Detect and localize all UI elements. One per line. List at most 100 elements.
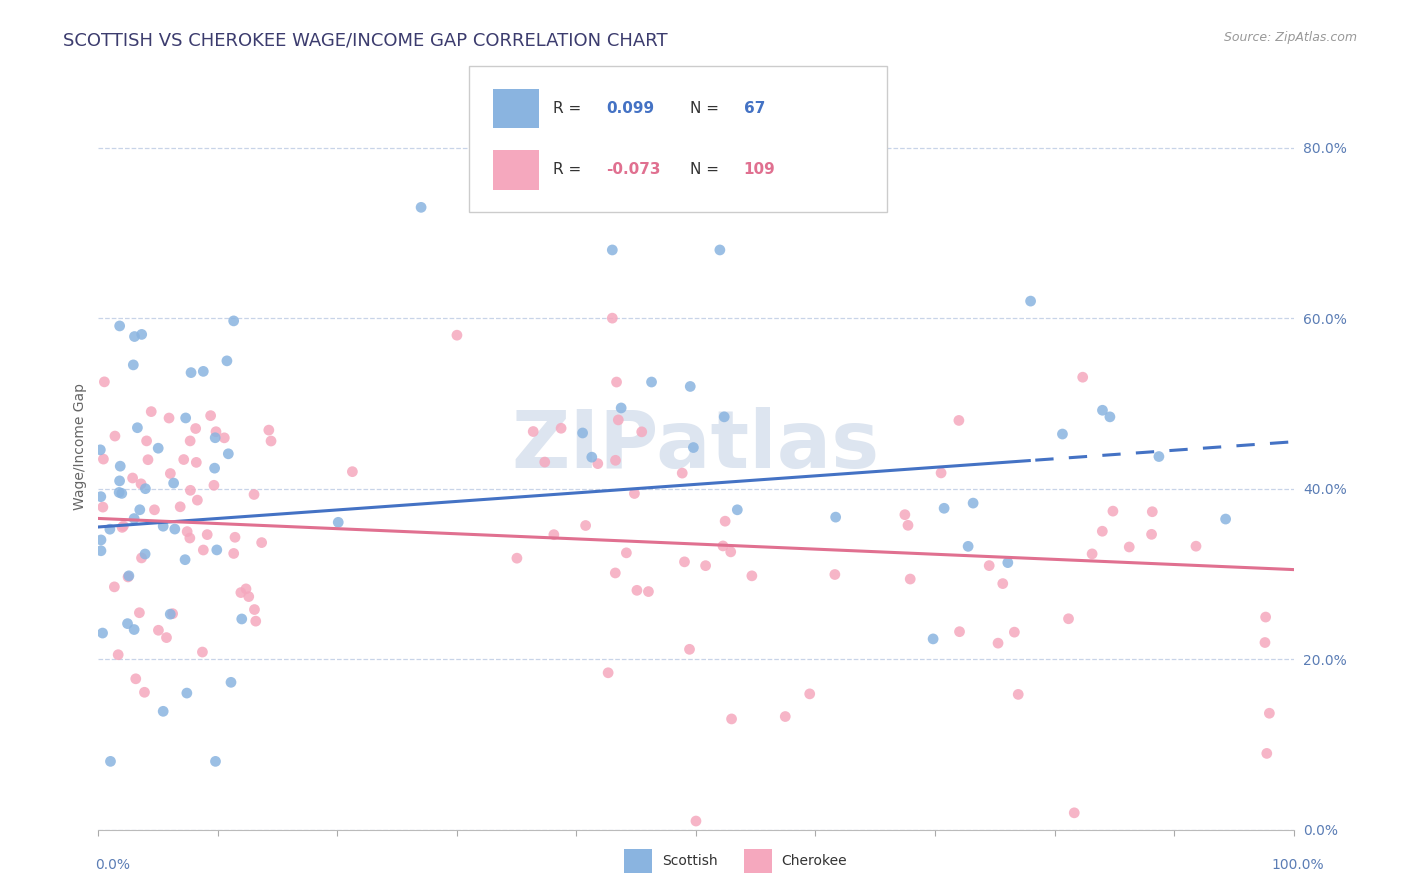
- Point: [543, 527, 565, 541]
- Point: [575, 518, 598, 533]
- Point: [112, 519, 135, 533]
- Point: [118, 569, 141, 583]
- Point: [929, 466, 952, 480]
- Point: [894, 508, 917, 522]
- Point: [93, 375, 115, 389]
- Point: [824, 567, 846, 582]
- Point: [1098, 409, 1121, 424]
- Text: 0.099: 0.099: [606, 101, 654, 116]
- Point: [616, 546, 638, 560]
- Point: [1071, 370, 1094, 384]
- Point: [922, 632, 945, 646]
- Point: [1002, 625, 1025, 640]
- Point: [134, 547, 156, 561]
- Point: [1185, 539, 1208, 553]
- Point: [131, 327, 153, 342]
- Point: [200, 409, 222, 423]
- Text: 109: 109: [744, 162, 776, 178]
- Text: 67: 67: [744, 101, 765, 116]
- Point: [598, 665, 620, 680]
- Point: [1118, 540, 1140, 554]
- Point: [179, 483, 201, 498]
- FancyBboxPatch shape: [470, 66, 887, 212]
- Point: [605, 566, 627, 580]
- Point: [610, 401, 633, 415]
- Point: [179, 531, 201, 545]
- Text: Cherokee: Cherokee: [782, 855, 848, 868]
- Point: [238, 590, 260, 604]
- Point: [122, 358, 145, 372]
- Point: [605, 453, 627, 467]
- Point: [709, 243, 731, 257]
- Point: [107, 648, 129, 662]
- Point: [898, 572, 921, 586]
- Text: Source: ZipAtlas.com: Source: ZipAtlas.com: [1223, 31, 1357, 45]
- Point: [98, 522, 121, 536]
- Point: [204, 755, 226, 769]
- Point: [124, 329, 146, 343]
- Point: [586, 457, 609, 471]
- Point: [205, 425, 228, 439]
- Point: [152, 704, 174, 718]
- Point: [121, 471, 143, 485]
- Point: [204, 431, 226, 445]
- Point: [91, 500, 114, 515]
- Point: [214, 431, 236, 445]
- Point: [962, 496, 984, 510]
- Point: [1081, 547, 1104, 561]
- Point: [695, 558, 717, 573]
- Point: [93, 452, 115, 467]
- Point: [720, 545, 742, 559]
- Text: ZIPatlas: ZIPatlas: [512, 407, 880, 485]
- Point: [957, 539, 980, 553]
- Point: [128, 502, 150, 516]
- Point: [1102, 504, 1125, 518]
- Point: [245, 614, 267, 628]
- Point: [1254, 635, 1277, 649]
- Point: [713, 409, 735, 424]
- Point: [174, 411, 197, 425]
- Point: [411, 200, 433, 214]
- Point: [128, 606, 150, 620]
- Point: [169, 500, 191, 514]
- Point: [328, 516, 350, 530]
- Point: [103, 580, 125, 594]
- Point: [224, 530, 246, 544]
- Point: [129, 476, 152, 491]
- Point: [195, 527, 218, 541]
- Point: [1254, 610, 1277, 624]
- Text: SCOTTISH VS CHEROKEE WAGE/INCOME GAP CORRELATION CHART: SCOTTISH VS CHEROKEE WAGE/INCOME GAP COR…: [63, 31, 668, 49]
- Text: 0.0%: 0.0%: [96, 858, 131, 872]
- Point: [148, 624, 170, 638]
- Point: [1215, 512, 1237, 526]
- Point: [202, 478, 225, 492]
- Point: [1147, 450, 1170, 464]
- Point: [162, 476, 184, 491]
- Point: [162, 607, 184, 621]
- Point: [110, 459, 132, 474]
- Point: [222, 546, 245, 560]
- Point: [1052, 427, 1074, 442]
- Point: [152, 519, 174, 533]
- Point: [630, 425, 652, 439]
- Point: [533, 455, 555, 469]
- Point: [673, 555, 696, 569]
- Point: [725, 503, 748, 517]
- Point: [741, 569, 763, 583]
- Point: [1063, 805, 1085, 820]
- Point: [155, 631, 177, 645]
- Point: [231, 612, 253, 626]
- Point: [111, 520, 134, 534]
- Point: [711, 539, 734, 553]
- Point: [127, 421, 149, 435]
- Point: [446, 328, 468, 343]
- Point: [89, 442, 111, 457]
- Point: [678, 642, 700, 657]
- Point: [1057, 612, 1080, 626]
- Point: [602, 311, 624, 326]
- Point: [186, 493, 208, 508]
- FancyBboxPatch shape: [494, 150, 540, 190]
- Point: [775, 709, 797, 723]
- Point: [193, 543, 215, 558]
- Point: [679, 379, 702, 393]
